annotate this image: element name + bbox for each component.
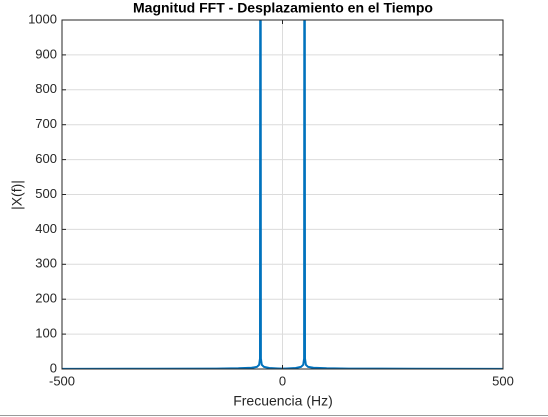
- y-tick-label: 600: [35, 151, 57, 166]
- y-tick-label: 100: [35, 326, 57, 341]
- y-tick-label: 0: [50, 360, 57, 375]
- y-tick-label: 300: [35, 256, 57, 271]
- x-tick-label: 0: [279, 373, 286, 388]
- y-tick-label: 700: [35, 116, 57, 131]
- x-tick-label: 500: [492, 373, 514, 388]
- y-tick-label: 900: [35, 46, 57, 61]
- y-tick-label: 200: [35, 291, 57, 306]
- y-axis-label: |X(f)|: [9, 180, 25, 210]
- x-tick-label: -500: [49, 373, 75, 388]
- y-tick-label: 800: [35, 81, 57, 96]
- y-tick-label: 400: [35, 221, 57, 236]
- y-tick-label: 500: [35, 186, 57, 201]
- y-tick-label: 1000: [28, 11, 57, 26]
- x-axis-label: Frecuencia (Hz): [233, 393, 333, 409]
- chart-title: Magnitud FFT - Desplazamiento en el Tiem…: [133, 0, 433, 16]
